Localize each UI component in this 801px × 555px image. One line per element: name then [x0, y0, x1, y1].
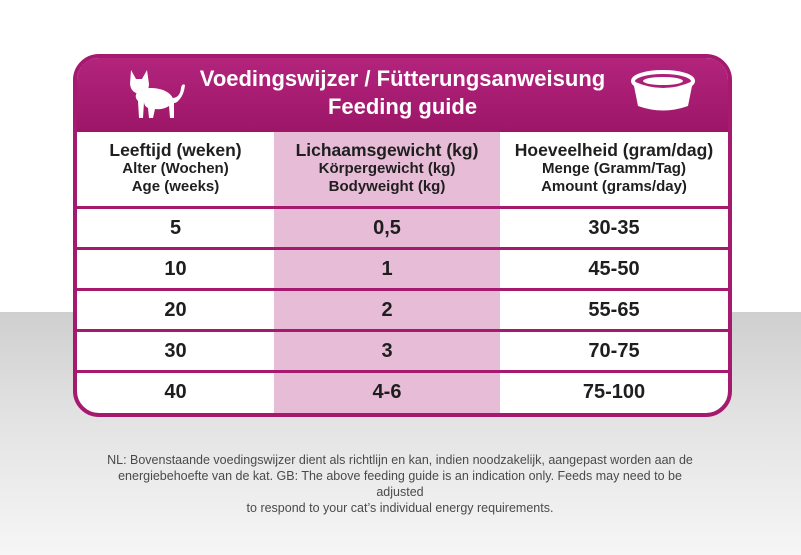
column-header-weight-de: Körpergewicht (kg)	[318, 160, 456, 177]
amount-cell: 55-65	[588, 299, 640, 321]
column-header-amount-nl: Hoeveelheid (gram/dag)	[514, 140, 714, 160]
amount-cell: 30-35	[588, 217, 640, 239]
footnote-line: NL: Bovenstaande voedingswijzer dient al…	[107, 453, 693, 467]
age-cell: 20	[164, 299, 187, 321]
age-cell: 5	[169, 217, 182, 239]
age-cell: 10	[164, 258, 187, 280]
column-header-age-nl: Leeftijd (weken)	[109, 140, 242, 160]
weight-cell: 4-6	[372, 381, 402, 403]
footnote: NL: Bovenstaande voedingswijzer dient al…	[100, 452, 700, 516]
column-header-amount-en: Amount (grams/day)	[541, 178, 687, 195]
header-title: Voedingswijzer / Fütterungsanweisung	[199, 66, 606, 91]
column-header-amount-de: Menge (Gramm/Tag)	[542, 160, 686, 177]
feeding-guide-card: Voedingswijzer / Fütterungsanweisung Fee…	[73, 54, 732, 417]
column-header-amount: Hoeveelheid (gram/dag) Menge (Gramm/Tag)…	[500, 132, 728, 209]
table-row: 30 3 70-75	[77, 332, 728, 373]
feeding-guide-header: Voedingswijzer / Fütterungsanweisung Fee…	[77, 58, 728, 132]
table-row: 5 0,5 30-35	[77, 209, 728, 250]
header-subtitle: Feeding guide	[327, 94, 478, 119]
weight-cell: 2	[381, 299, 393, 321]
amount-cell: 45-50	[588, 258, 640, 280]
column-header-weight: Lichaamsgewicht (kg) Körpergewicht (kg) …	[274, 132, 500, 209]
table-row: 10 1 45-50	[77, 250, 728, 291]
column-header-weight-nl: Lichaamsgewicht (kg)	[295, 140, 479, 160]
footnote-line: energiebehoefte van de kat. GB: The abov…	[118, 469, 682, 499]
table-row: 40 4-6 75-100	[77, 373, 728, 413]
column-header-age-en: Age (weeks)	[131, 178, 220, 195]
column-header-weight-en: Bodyweight (kg)	[328, 178, 446, 195]
weight-cell: 0,5	[373, 217, 401, 239]
amount-cell: 75-100	[582, 381, 646, 403]
feeding-table-body: 5 0,5 30-35 10 1 45-50 20 2 55-65 30 3 7…	[77, 209, 728, 413]
row-divider	[77, 247, 728, 250]
column-header-age: Leeftijd (weken) Alter (Wochen) Age (wee…	[77, 132, 274, 209]
weight-cell: 3	[381, 340, 393, 362]
bowl-icon	[631, 70, 695, 111]
weight-cell: 1	[381, 258, 393, 280]
column-header-age-de: Alter (Wochen)	[122, 160, 229, 177]
cat-icon	[130, 70, 185, 118]
table-row: 20 2 55-65	[77, 291, 728, 332]
amount-cell: 70-75	[588, 340, 640, 362]
age-cell: 30	[164, 340, 187, 362]
age-cell: 40	[164, 381, 187, 403]
footnote-line: to respond to your cat’s individual ener…	[246, 501, 554, 515]
highlighted-weight-column	[274, 132, 500, 413]
row-divider	[77, 206, 728, 209]
row-divider	[77, 370, 728, 373]
row-divider	[77, 288, 728, 291]
row-divider	[77, 329, 728, 332]
